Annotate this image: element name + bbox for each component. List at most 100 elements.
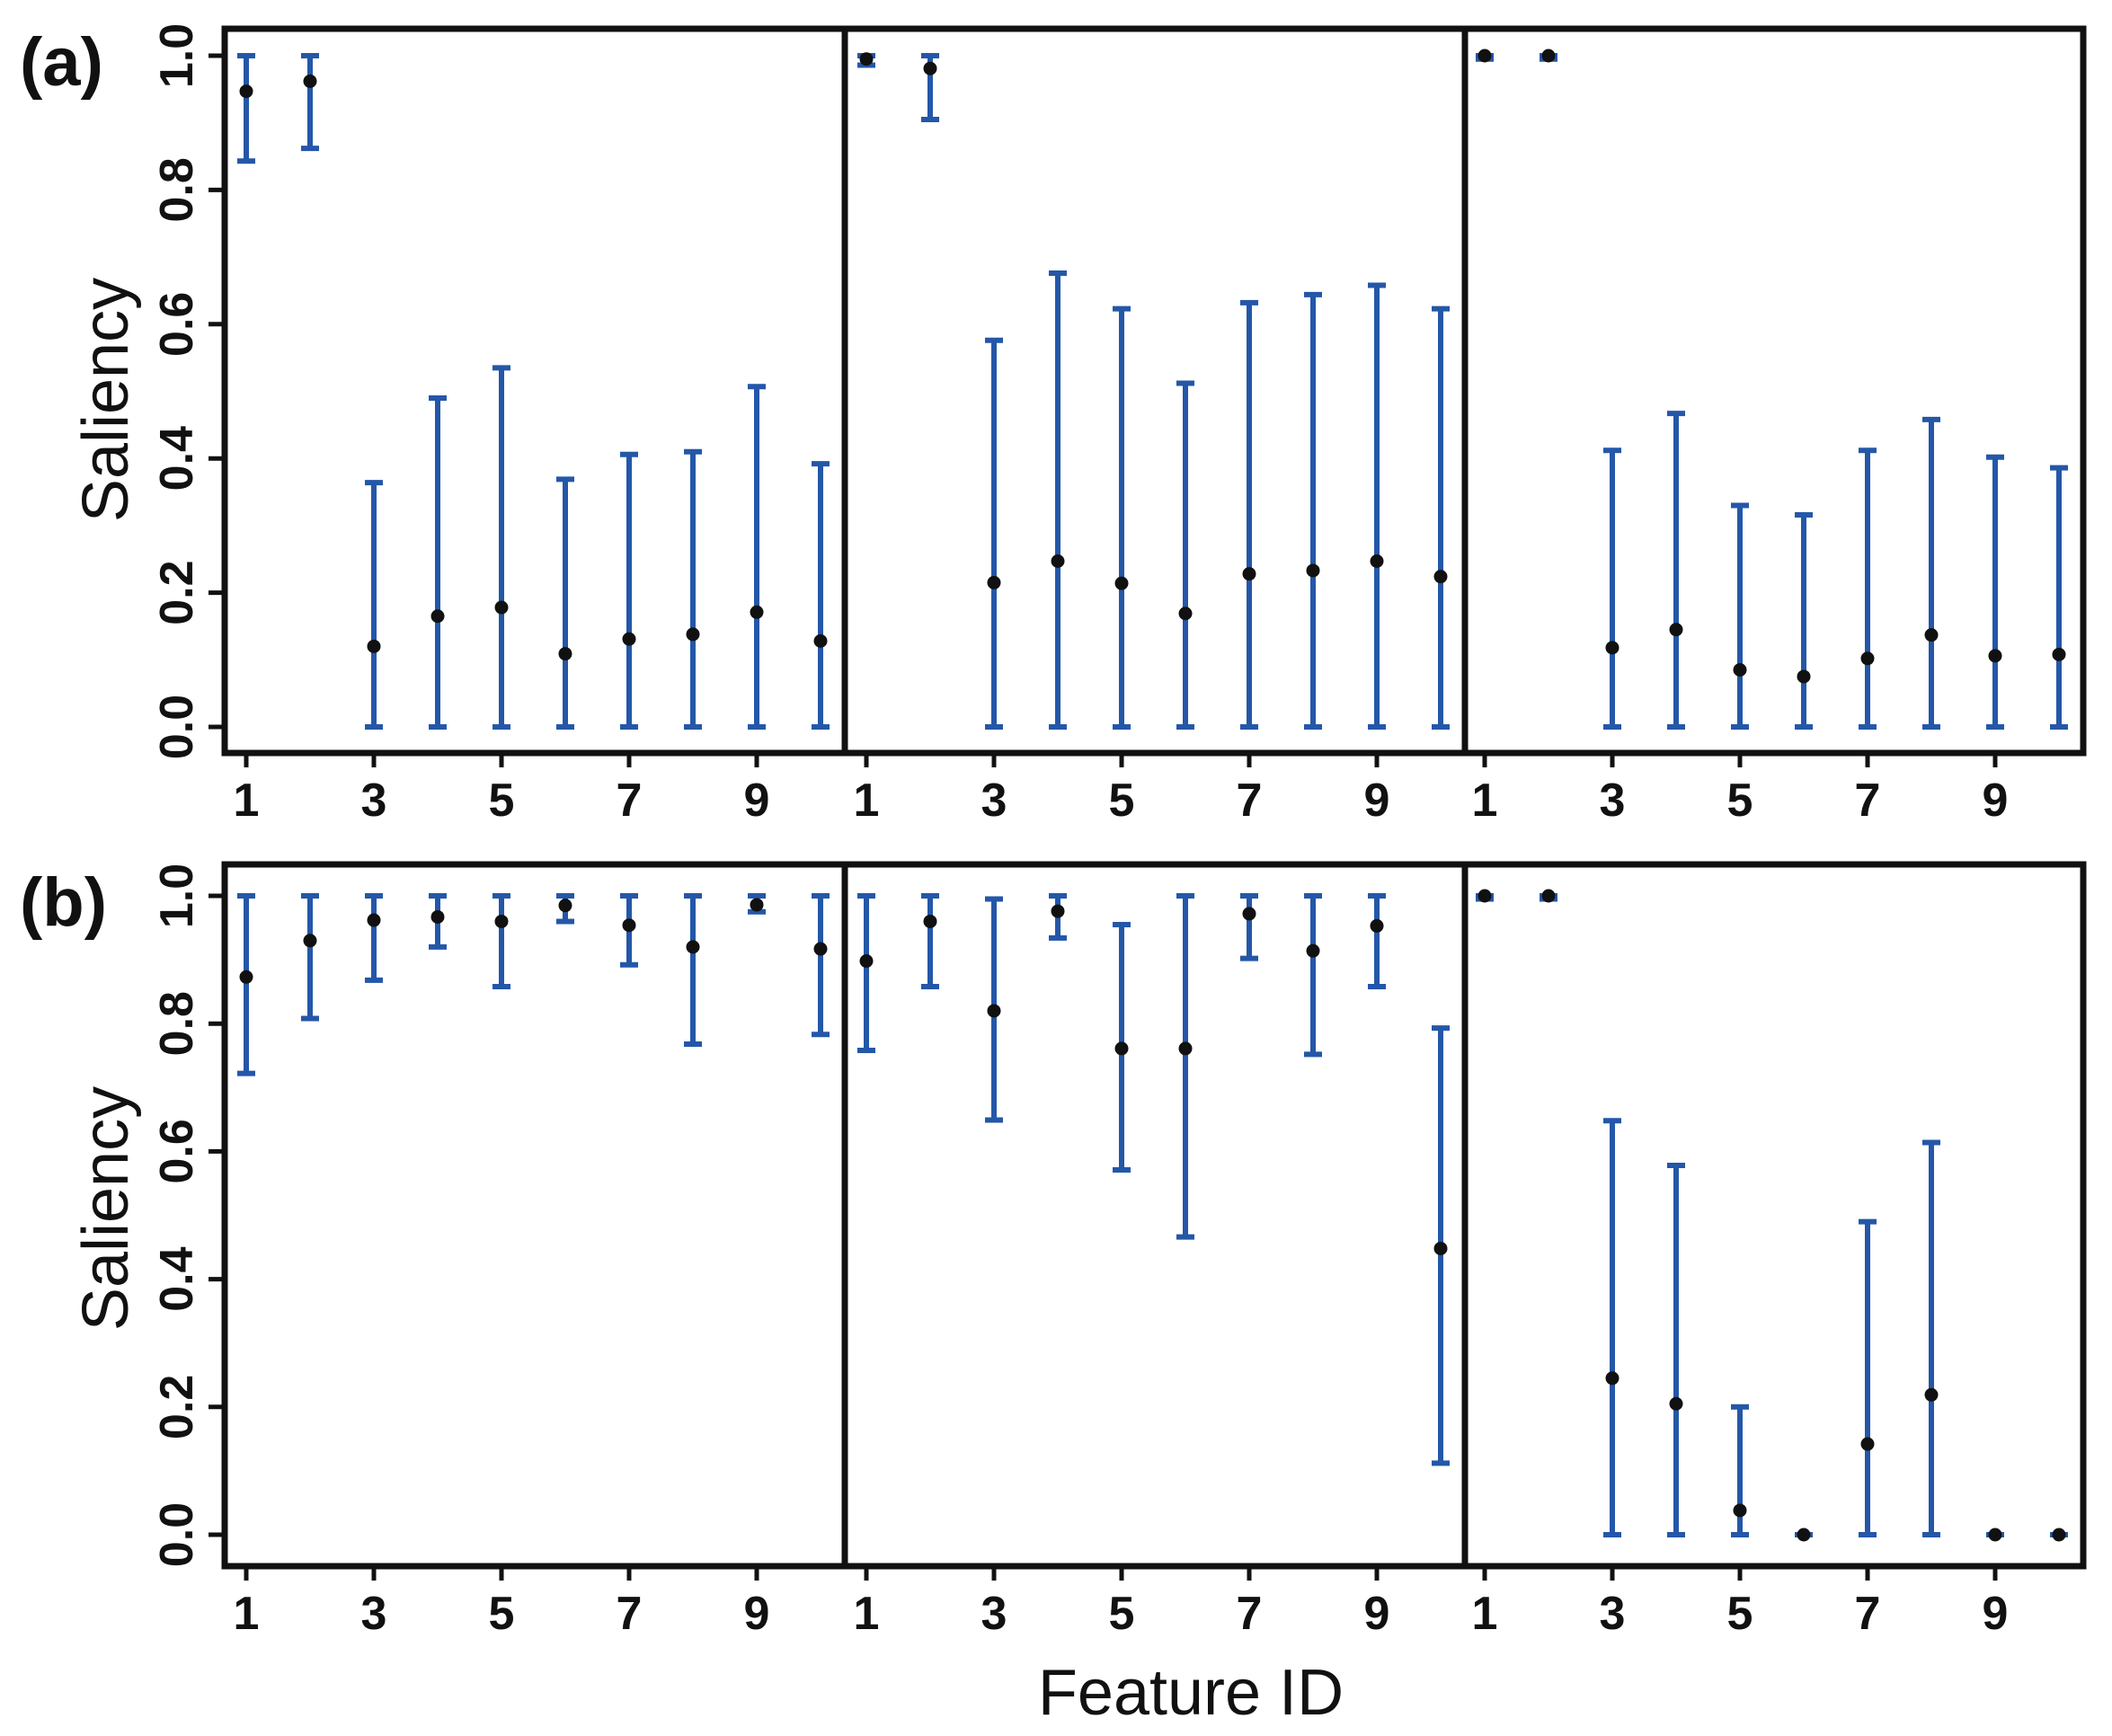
x-tick-label: 7 bbox=[1237, 1588, 1263, 1640]
subplot-frame-a1 bbox=[221, 25, 848, 757]
data-point-a1 bbox=[494, 600, 509, 615]
data-point-a2 bbox=[923, 61, 937, 75]
data-point-a3 bbox=[1924, 628, 1939, 642]
subplot-frame-b3 bbox=[1461, 861, 2087, 1570]
data-point-b2 bbox=[1306, 943, 1320, 958]
data-point-a3 bbox=[1605, 641, 1619, 655]
data-point-a2 bbox=[987, 575, 1001, 589]
data-point-a1 bbox=[686, 627, 700, 642]
data-point-a1 bbox=[750, 605, 764, 619]
y-tick-label: 0.6 bbox=[151, 292, 203, 357]
x-tick-label: 1 bbox=[854, 775, 880, 827]
x-tick-label: 5 bbox=[1727, 775, 1753, 827]
data-point-a3 bbox=[1541, 49, 1556, 63]
plot-area: 0.0 0.2 0.4 0.6 0.8 1.0 1 3 5 7 9 1 3 5 7 9 1 3 5 7 9 0.0 0.2 0… bbox=[151, 23, 2087, 1640]
subplot-frame-b1 bbox=[221, 861, 848, 1570]
y-tick-label: 0.0 bbox=[151, 695, 203, 759]
x-tick-label: 7 bbox=[1855, 775, 1881, 827]
x-tick-label: 1 bbox=[1472, 1588, 1498, 1640]
data-point-b3 bbox=[1797, 1528, 1811, 1542]
x-tick-label: 3 bbox=[1600, 775, 1626, 827]
data-point-b1 bbox=[686, 940, 700, 954]
x-tick-label: 3 bbox=[361, 1588, 387, 1640]
data-point-b1 bbox=[494, 914, 509, 928]
data-point-a2 bbox=[1242, 567, 1256, 581]
y-tick-label: 0.8 bbox=[151, 991, 203, 1056]
data-point-b1 bbox=[430, 909, 445, 924]
data-point-b1 bbox=[750, 898, 764, 912]
x-tick-label: 7 bbox=[617, 1588, 643, 1640]
data-point-a3 bbox=[1860, 651, 1875, 666]
data-point-b2 bbox=[1370, 918, 1384, 933]
x-tick-label: 5 bbox=[1109, 1588, 1135, 1640]
x-tick-label: 3 bbox=[981, 1588, 1007, 1640]
x-tick-label: 7 bbox=[1855, 1588, 1881, 1640]
y-tick-label: 0.4 bbox=[151, 1246, 203, 1311]
data-point-a1 bbox=[813, 633, 828, 648]
x-tick-label: 5 bbox=[489, 775, 515, 827]
y-axis-title-b: Saliency bbox=[70, 1086, 142, 1331]
data-point-b2 bbox=[1178, 1041, 1193, 1056]
data-point-b2 bbox=[987, 1004, 1001, 1018]
data-point-a3 bbox=[2052, 647, 2066, 661]
y-axis-title-a: Saliency bbox=[70, 278, 142, 522]
data-point-b2 bbox=[1242, 907, 1256, 921]
data-point-a1 bbox=[367, 639, 381, 653]
data-point-a1 bbox=[622, 632, 636, 646]
y-tick-label: 0.8 bbox=[151, 157, 203, 222]
x-tick-label: 1 bbox=[234, 775, 260, 827]
subplot-frame-b2 bbox=[841, 861, 1469, 1570]
data-point-b3 bbox=[1988, 1528, 2002, 1542]
data-point-a1 bbox=[239, 84, 253, 99]
x-tick-label: 3 bbox=[361, 775, 387, 827]
subplot-frame-a2 bbox=[841, 25, 1469, 757]
y-tick-label: 0.6 bbox=[151, 1119, 203, 1183]
x-tick-label: 7 bbox=[617, 775, 643, 827]
x-tick-label: 9 bbox=[744, 1588, 770, 1640]
x-tick-label: 5 bbox=[1109, 775, 1135, 827]
data-point-b1 bbox=[303, 934, 317, 948]
subplot-frame-a3 bbox=[1461, 25, 2087, 757]
data-point-a1 bbox=[430, 609, 445, 624]
data-point-b1 bbox=[558, 899, 572, 913]
x-tick-label: 3 bbox=[1600, 1588, 1626, 1640]
panel-label-a: (a) bbox=[20, 24, 103, 101]
x-tick-label: 9 bbox=[1364, 1588, 1390, 1640]
data-point-b1 bbox=[813, 942, 828, 956]
x-tick-label: 9 bbox=[1983, 1588, 2009, 1640]
data-point-a2 bbox=[859, 52, 874, 66]
data-point-a1 bbox=[303, 74, 317, 88]
x-axis-title: Feature ID bbox=[1038, 1657, 1344, 1729]
data-point-b3 bbox=[1478, 889, 1492, 903]
x-tick-label: 7 bbox=[1237, 775, 1263, 827]
x-tick-label: 1 bbox=[234, 1588, 260, 1640]
data-point-a2 bbox=[1433, 570, 1448, 584]
y-tick-label: 1.0 bbox=[151, 23, 203, 88]
data-point-a2 bbox=[1051, 554, 1065, 568]
data-point-b3 bbox=[1669, 1396, 1683, 1411]
y-tick-label: 0.2 bbox=[151, 560, 203, 624]
data-point-a2 bbox=[1306, 563, 1320, 578]
x-tick-label: 1 bbox=[1472, 775, 1498, 827]
data-point-b3 bbox=[1605, 1371, 1619, 1386]
data-point-b3 bbox=[2052, 1528, 2066, 1542]
data-point-b3 bbox=[1860, 1437, 1875, 1451]
data-point-a2 bbox=[1178, 607, 1193, 621]
y-tick-label: 0.2 bbox=[151, 1375, 203, 1439]
data-point-b2 bbox=[859, 954, 874, 969]
data-point-b3 bbox=[1924, 1387, 1939, 1402]
data-point-b2 bbox=[923, 914, 937, 928]
data-point-a3 bbox=[1669, 623, 1683, 637]
panel-label-b: (b) bbox=[20, 864, 107, 941]
data-point-a3 bbox=[1733, 663, 1747, 678]
data-point-a2 bbox=[1114, 576, 1129, 590]
x-tick-label: 5 bbox=[489, 1588, 515, 1640]
data-point-b2 bbox=[1051, 904, 1065, 918]
x-tick-label: 9 bbox=[1364, 775, 1390, 827]
y-tick-label: 1.0 bbox=[151, 864, 203, 928]
data-point-b1 bbox=[367, 913, 381, 927]
data-point-b2 bbox=[1433, 1241, 1448, 1255]
data-point-a3 bbox=[1478, 49, 1492, 63]
data-point-a1 bbox=[558, 647, 572, 661]
